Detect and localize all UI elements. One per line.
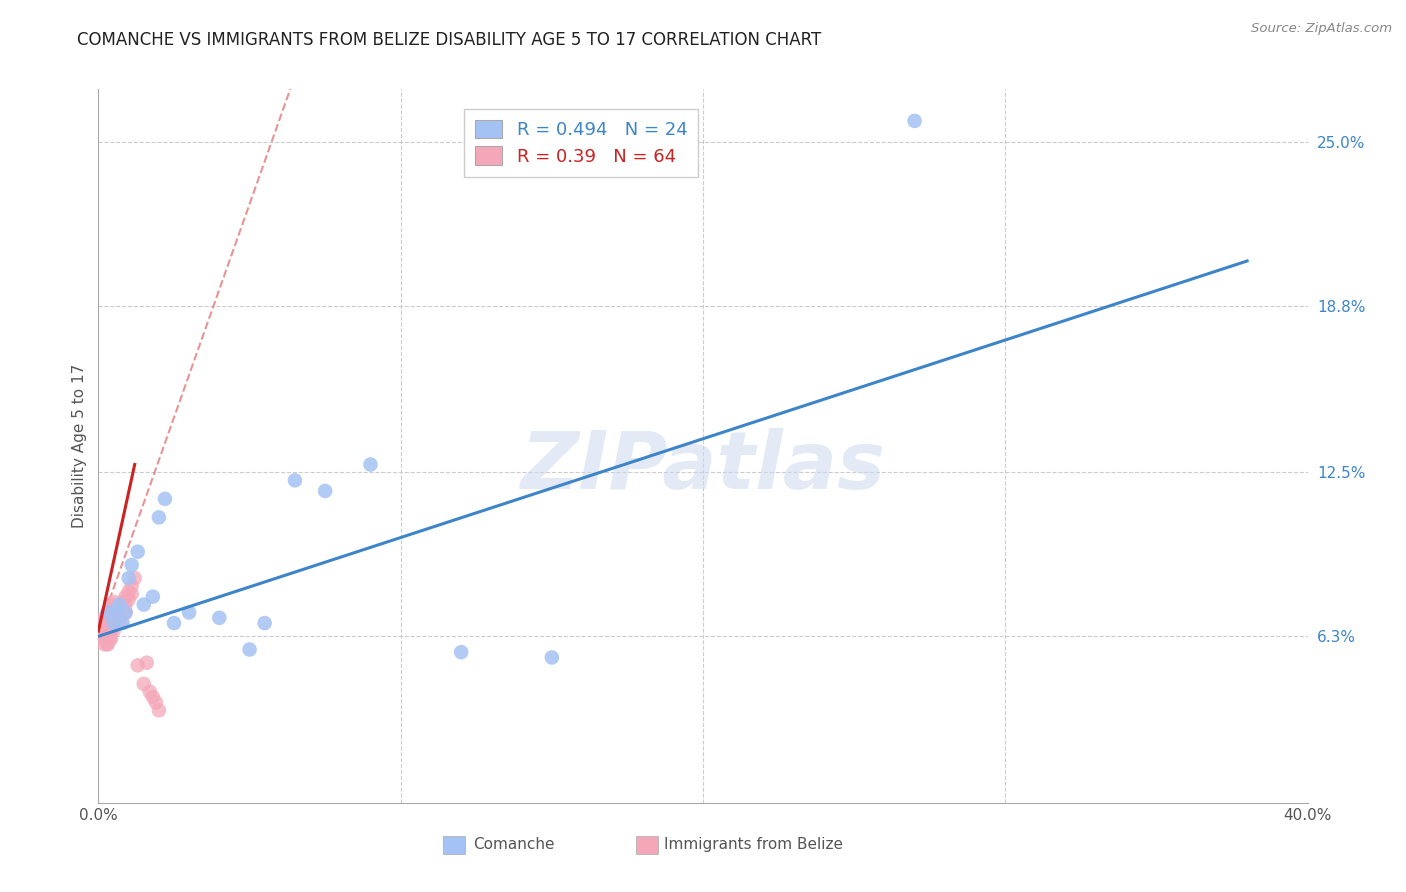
Point [93,632,115,646]
Point [100,632,122,646]
Point [90,629,112,643]
Point [96,621,118,635]
Point [208,611,231,625]
Point [111,595,134,609]
Point [103,606,125,620]
Point [121,579,143,593]
Point [96,629,118,643]
Point [100,606,122,620]
Text: Comanche: Comanche [474,837,555,852]
Point [93,616,115,631]
Point [114,606,136,620]
Point [96,629,118,643]
Point [118,584,141,599]
Point [103,616,125,631]
Text: Source: ZipAtlas.com: Source: ZipAtlas.com [1251,22,1392,36]
Point [103,603,125,617]
Point [90,624,112,638]
Point [124,571,146,585]
Point [111,603,134,617]
Point [108,616,131,631]
Point [904,114,927,128]
Point [96,606,118,620]
Point [105,603,128,617]
Point [100,632,122,646]
Point [135,656,157,670]
Point [100,624,122,638]
Point [145,695,167,709]
Point [114,606,136,620]
Y-axis label: Disability Age 5 to 17: Disability Age 5 to 17 [72,364,87,528]
Point [108,603,131,617]
Point [100,614,122,628]
Point [132,677,155,691]
Point [100,606,122,620]
Point [93,624,115,638]
Text: Immigrants from Belize: Immigrants from Belize [664,837,844,852]
Point [127,658,149,673]
Point [108,598,131,612]
Point [103,616,125,631]
Point [105,600,128,615]
Point [540,650,562,665]
Point [153,491,176,506]
Text: ZIPatlas: ZIPatlas [520,428,886,507]
Point [96,616,118,631]
Bar [443,836,465,855]
Point [450,645,472,659]
Point [93,637,115,651]
Legend: R = 0.494   N = 24, R = 0.39   N = 64: R = 0.494 N = 24, R = 0.39 N = 64 [464,109,699,177]
Point [93,629,115,643]
Point [142,690,165,704]
Point [148,703,170,717]
Point [96,624,118,638]
Point [253,616,276,631]
Point [114,590,136,604]
Point [90,616,112,631]
Point [127,545,149,559]
Point [103,624,125,638]
Point [96,637,118,651]
Text: COMANCHE VS IMMIGRANTS FROM BELIZE DISABILITY AGE 5 TO 17 CORRELATION CHART: COMANCHE VS IMMIGRANTS FROM BELIZE DISAB… [77,31,821,49]
Point [111,608,134,623]
Point [105,614,128,628]
Point [111,616,134,631]
Point [96,606,118,620]
Point [118,592,141,607]
Point [100,616,122,631]
Point [121,587,143,601]
Point [118,571,141,585]
Point [100,611,122,625]
Point [121,558,143,572]
Point [314,483,336,498]
Point [114,598,136,612]
Point [103,616,125,631]
Point [105,606,128,620]
Point [239,642,262,657]
Point [103,611,125,625]
Bar [637,836,658,855]
Point [100,606,122,620]
Point [163,616,186,631]
Point [108,598,131,612]
Point [148,510,170,524]
Point [93,611,115,625]
Point [179,606,201,620]
Point [103,595,125,609]
Point [139,685,162,699]
Point [284,474,307,488]
Point [96,637,118,651]
Point [142,590,165,604]
Point [96,624,118,638]
Point [108,611,131,625]
Point [93,624,115,638]
Point [100,598,122,612]
Point [360,458,382,472]
Point [132,598,155,612]
Point [96,616,118,631]
Point [100,624,122,638]
Point [96,611,118,625]
